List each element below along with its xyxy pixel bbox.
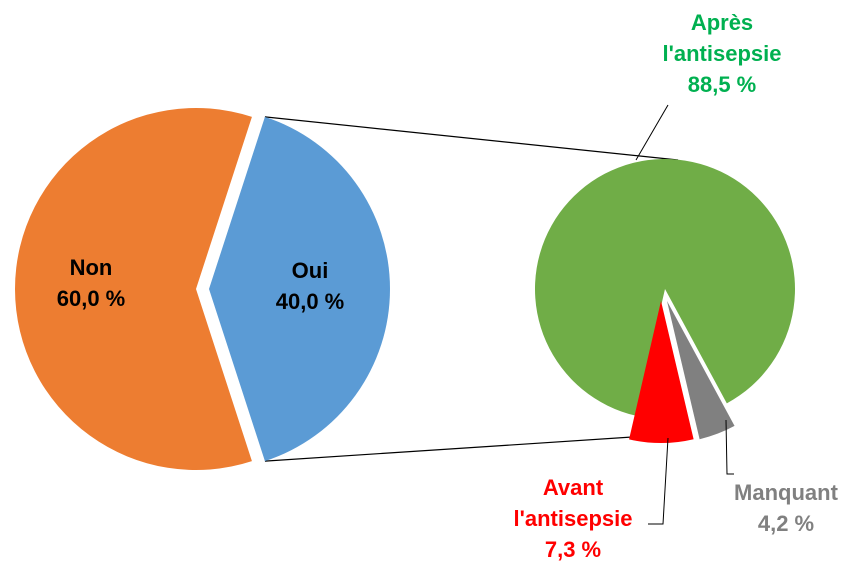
slice-manquant (667, 301, 735, 440)
connector-lines (264, 116, 679, 462)
leader-manquant (725, 419, 734, 475)
label-oui-line: 40,0 % (276, 289, 345, 314)
slice-non (14, 108, 252, 471)
label-manquant-line: 4,2 % (758, 511, 814, 536)
data-labels: Non 60,0 % Oui 40,0 % Après l'antisepsie 88,5 … (57, 10, 839, 562)
main-pie (14, 108, 390, 471)
label-avant-antisepsie-line: Avant (543, 475, 604, 500)
label-non-line: 60,0 % (57, 286, 126, 311)
label-non: Non 60,0 % (57, 255, 126, 311)
leader-lines (635, 104, 734, 525)
slice-avant-antisepsie (629, 301, 694, 443)
connector-top (264, 116, 679, 161)
secondary-pie (534, 158, 795, 443)
label-apres-antisepsie-line: l'antisepsie (663, 41, 782, 66)
label-oui: Oui 40,0 % (276, 258, 345, 314)
slice-oui (209, 116, 390, 462)
slice-apres-antisepsie (534, 158, 795, 416)
connector-bottom (264, 435, 649, 462)
label-apres-antisepsie-line: Après (691, 10, 753, 35)
label-oui-line: Oui (292, 258, 329, 283)
label-avant-antisepsie: Avant l'antisepsie 7,3 % (514, 475, 633, 562)
label-avant-antisepsie-line: l'antisepsie (514, 506, 633, 531)
leader-avant (648, 437, 669, 525)
label-apres-antisepsie-line: 88,5 % (688, 72, 757, 97)
label-apres-antisepsie: Après l'antisepsie 88,5 % (663, 10, 782, 97)
label-non-line: Non (70, 255, 113, 280)
leader-apres (635, 104, 669, 161)
label-manquant: Manquant 4,2 % (734, 480, 839, 536)
label-avant-antisepsie-line: 7,3 % (545, 537, 601, 562)
label-manquant-line: Manquant (734, 480, 839, 505)
